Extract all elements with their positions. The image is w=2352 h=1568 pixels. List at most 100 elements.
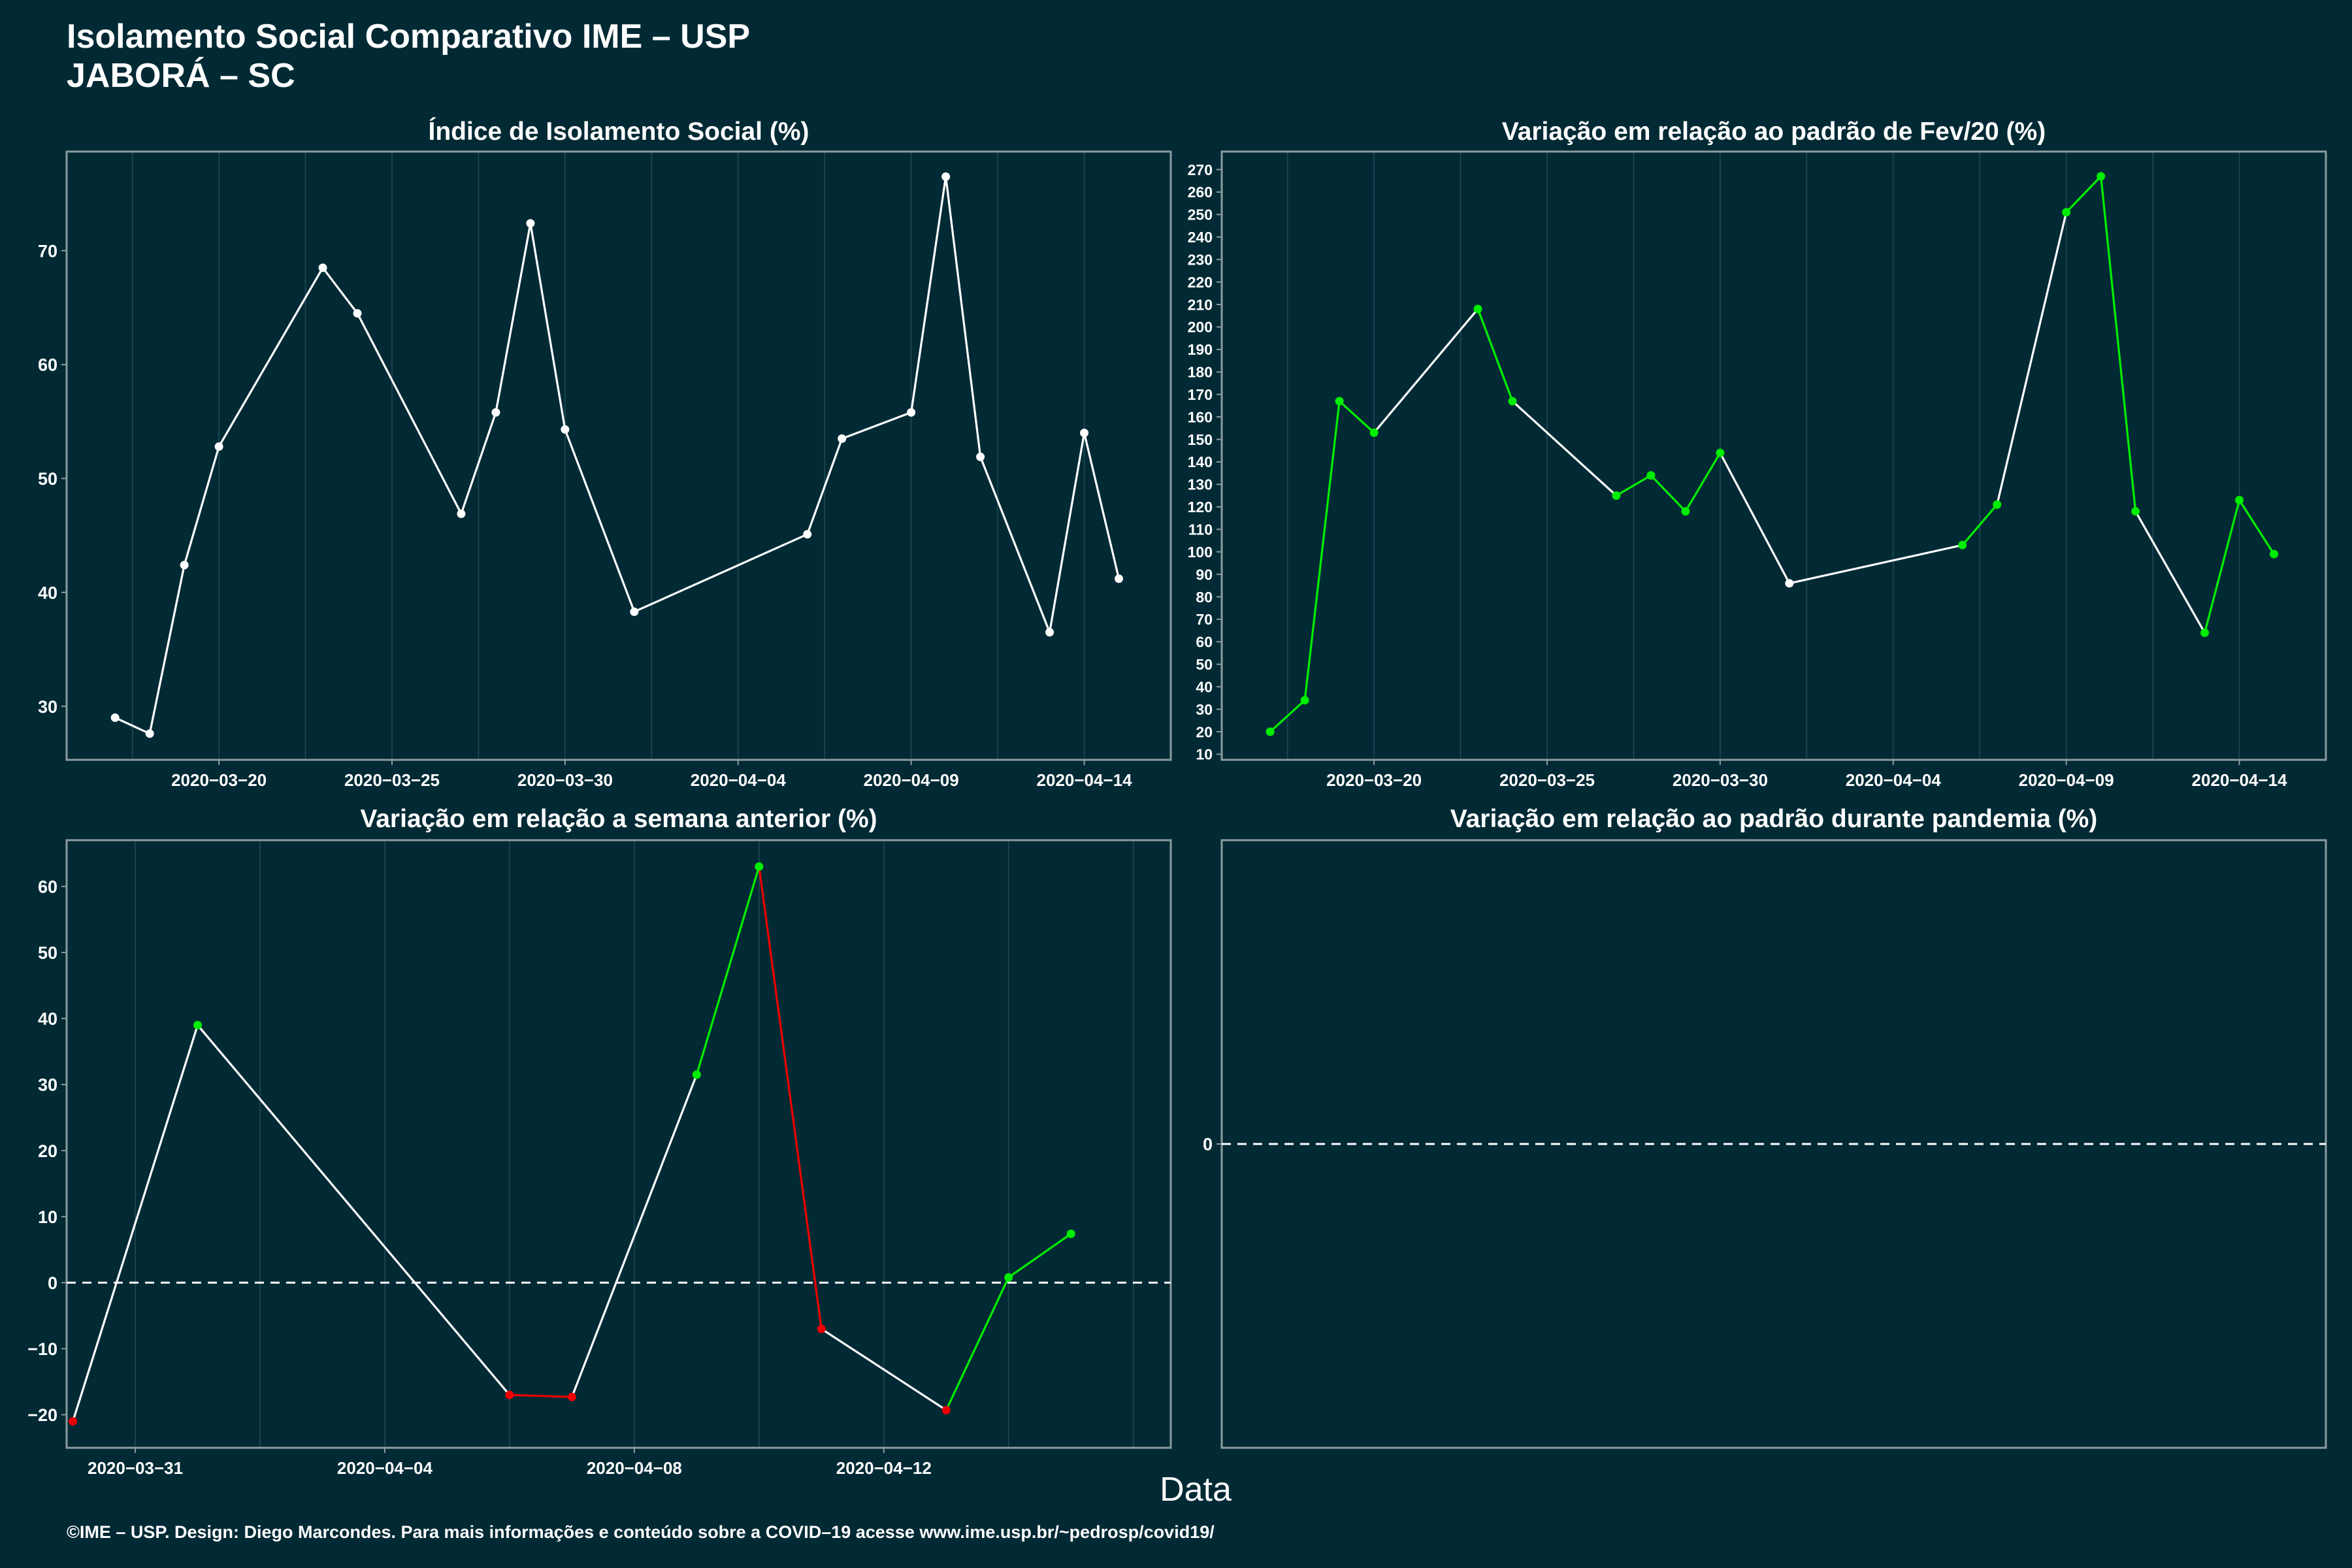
y-tick-label: 170 — [1188, 386, 1213, 403]
series-segment — [1511, 400, 1618, 497]
y-tick-label: 50 — [1196, 656, 1213, 673]
series-segment — [945, 1277, 1010, 1411]
x-tick-label: 2020−03−30 — [517, 770, 613, 790]
x-tick-label: 2020−04−14 — [1037, 770, 1133, 790]
data-point — [907, 408, 916, 417]
x-tick-label: 2020−03−30 — [1673, 770, 1768, 790]
x-tick-label: 2020−03−25 — [344, 770, 440, 790]
series-segment — [1303, 400, 1341, 700]
x-tick-label: 2020−04−12 — [836, 1458, 932, 1478]
data-point — [457, 509, 466, 518]
y-tick-label: 110 — [1188, 521, 1213, 538]
series-segment — [1650, 474, 1687, 512]
y-tick-label: 120 — [1188, 498, 1213, 515]
y-tick-label: 40 — [1196, 678, 1213, 695]
data-point — [2097, 172, 2106, 181]
series-segment — [841, 411, 912, 440]
data-point — [1266, 727, 1275, 736]
data-point — [1716, 448, 1725, 457]
data-point — [817, 1324, 826, 1333]
series-segment — [1083, 433, 1120, 580]
y-tick-label: 240 — [1188, 229, 1213, 246]
data-point — [180, 561, 189, 570]
series-segment — [1049, 433, 1086, 633]
series-segment — [321, 267, 359, 314]
series-segment — [509, 1394, 572, 1398]
y-tick-label: 70 — [38, 241, 57, 261]
data-point — [2235, 495, 2244, 504]
series-segment — [758, 866, 823, 1330]
data-point — [1508, 397, 1517, 406]
data-point — [941, 172, 951, 181]
data-point — [692, 1070, 701, 1079]
series-segment — [1373, 308, 1479, 434]
data-point — [1612, 491, 1621, 500]
y-tick-label: 20 — [1196, 723, 1213, 740]
series-segment — [570, 1074, 698, 1397]
data-point — [1993, 500, 2002, 509]
y-tick-label: 30 — [38, 697, 57, 717]
y-tick-label: 140 — [1188, 453, 1213, 470]
main-title: Isolamento Social Comparativo IME – USP … — [67, 17, 750, 95]
series-segment — [979, 456, 1051, 633]
y-tick-label: 0 — [1203, 1135, 1213, 1154]
y-tick-label: 180 — [1188, 364, 1213, 381]
y-tick-label: 30 — [38, 1075, 57, 1095]
data-point — [193, 1021, 203, 1030]
series-segment — [2204, 500, 2241, 633]
series-segment — [634, 533, 808, 613]
series-segment — [910, 176, 947, 413]
data-point — [491, 408, 500, 417]
data-point — [1473, 304, 1482, 314]
y-tick-label: 40 — [38, 583, 57, 602]
series-segment — [72, 1024, 199, 1422]
data-point — [1958, 540, 1967, 549]
data-point — [69, 1417, 78, 1426]
data-point — [1785, 579, 1794, 588]
panel-title-variation-week: Variação em relação a semana anterior (%… — [360, 805, 877, 833]
series-segment — [148, 564, 186, 734]
series-segment — [460, 412, 497, 514]
series-segment — [1789, 544, 1963, 585]
y-tick-label: 50 — [38, 469, 57, 489]
series-segment — [806, 438, 843, 535]
x-tick-label: 2020−04−09 — [2019, 770, 2114, 790]
data-point — [1335, 397, 1344, 406]
data-point — [2131, 507, 2140, 516]
series-segment — [1719, 452, 1791, 584]
series-segment — [564, 429, 636, 612]
series-segment — [356, 312, 463, 515]
x-tick-label: 2020−04−04 — [1846, 770, 1942, 790]
series-segment — [529, 223, 566, 430]
data-point — [838, 434, 847, 443]
series-segment — [197, 1024, 511, 1396]
series-segment — [1961, 504, 1998, 546]
data-point — [1004, 1273, 1013, 1282]
x-tick-label: 2020−04−09 — [864, 770, 959, 790]
y-tick-label: 270 — [1188, 161, 1213, 178]
data-point — [145, 729, 154, 738]
data-point — [941, 1405, 951, 1414]
y-tick-label: 0 — [48, 1273, 57, 1293]
y-tick-label: 70 — [1196, 611, 1213, 628]
series-segment — [1269, 699, 1306, 733]
y-tick-label: 230 — [1188, 251, 1213, 268]
y-tick-label: 100 — [1188, 544, 1213, 561]
data-point — [1115, 574, 1124, 583]
series-segment — [695, 866, 760, 1075]
panel-border — [65, 839, 1172, 1449]
data-point — [803, 530, 812, 539]
x-tick-label: 2020−03−31 — [88, 1458, 183, 1478]
main-title-line2: JABORÁ – SC — [67, 57, 295, 95]
credits-text: ©IME – USP. Design: Diego Marcondes. Par… — [67, 1522, 1215, 1542]
series-segment — [1996, 212, 2068, 505]
data-point — [567, 1392, 576, 1401]
series-segment — [1007, 1233, 1072, 1279]
data-point — [755, 862, 764, 871]
series-segment — [1477, 308, 1514, 402]
x-tick-label: 2020−04−08 — [587, 1458, 682, 1478]
data-point — [1681, 507, 1690, 516]
y-tick-label: 50 — [38, 943, 57, 963]
data-point — [110, 713, 120, 722]
